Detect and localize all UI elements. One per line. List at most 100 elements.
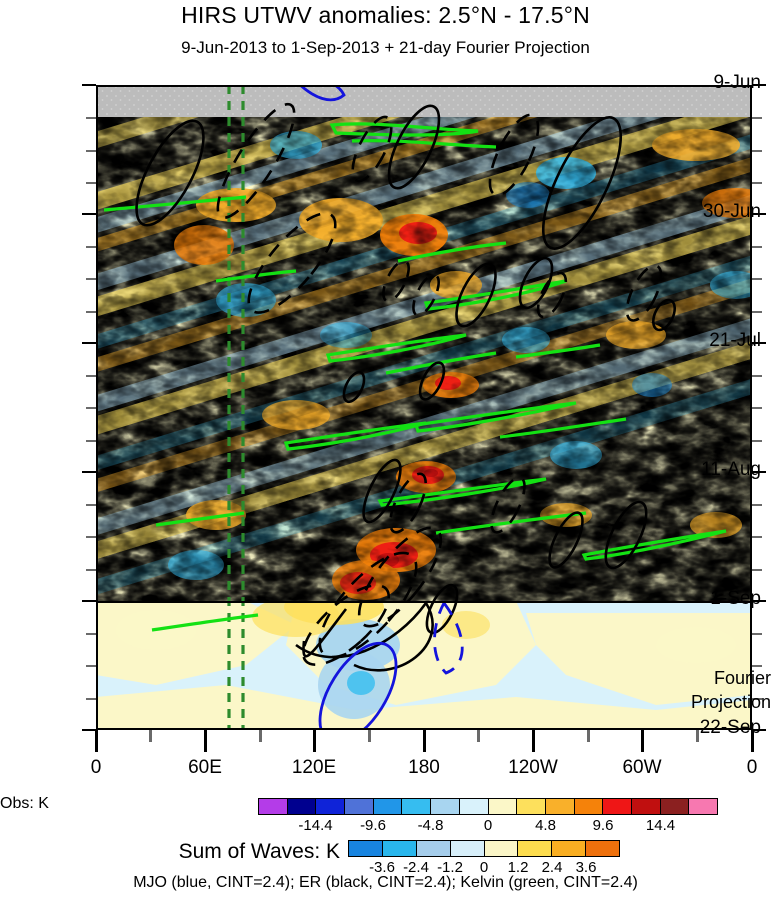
obs-swatch bbox=[659, 799, 689, 814]
y-tick-minor bbox=[752, 246, 762, 248]
x-tick-label-0: 0 bbox=[746, 757, 758, 778]
x-tick-minor bbox=[149, 730, 152, 742]
y-tick-minor bbox=[752, 504, 762, 506]
y-tick-minor bbox=[752, 407, 762, 409]
sum-of-waves-colorbar-title: Sum of Waves: K bbox=[178, 840, 340, 863]
fourier-projection-label-line1: Fourier bbox=[713, 668, 771, 688]
y-tick-label-22-sep: 22-Sep bbox=[699, 717, 761, 738]
sum_of_waves-swatch bbox=[517, 841, 552, 856]
y-tick-minor bbox=[86, 698, 96, 700]
observed-field bbox=[96, 85, 752, 601]
y-tick-minor bbox=[86, 665, 96, 667]
hovmoller-canvas bbox=[96, 85, 752, 730]
obs-swatch bbox=[259, 799, 287, 814]
y-tick-label-11-aug: 11-Aug bbox=[701, 459, 761, 480]
y-tick-major bbox=[752, 342, 766, 344]
x-tick-major bbox=[313, 730, 316, 752]
y-tick-minor bbox=[86, 633, 96, 635]
mjo-contours bbox=[298, 85, 464, 730]
obs-swatch bbox=[544, 799, 574, 814]
fourier-projection-label-line2: Projection bbox=[690, 692, 771, 712]
obs-colorbar-tick-label: -4.8 bbox=[417, 817, 444, 834]
y-tick-minor bbox=[86, 278, 96, 280]
y-tick-major bbox=[82, 729, 96, 731]
y-tick-major bbox=[752, 600, 766, 602]
sum_of_waves-colorbar-tick-label: -2.4 bbox=[403, 859, 429, 876]
y-tick-minor bbox=[752, 375, 762, 377]
x-tick-label-180: 180 bbox=[408, 757, 440, 778]
y-tick-minor bbox=[86, 375, 96, 377]
reference-longitude-lines bbox=[227, 85, 245, 730]
sum_of_waves-swatch bbox=[415, 841, 450, 856]
y-tick-label-30-jun: 30-Jun bbox=[702, 201, 761, 222]
y-tick-minor bbox=[86, 117, 96, 119]
y-tick-major bbox=[82, 84, 96, 86]
obs-colorbar-tick-label: -9.6 bbox=[360, 817, 386, 834]
y-tick-major bbox=[82, 600, 96, 602]
x-tick-label-60w: 60W bbox=[622, 757, 662, 778]
sum_of_waves-colorbar-tick-label: 3.6 bbox=[575, 859, 597, 876]
y-tick-minor bbox=[752, 117, 762, 119]
x-tick-minor bbox=[477, 730, 480, 742]
y-tick-major bbox=[82, 342, 96, 344]
sum_of_waves-swatch bbox=[551, 841, 586, 856]
obs-swatch bbox=[372, 799, 402, 814]
sum_of_waves-colorbar-tick-label: 2.4 bbox=[541, 859, 563, 876]
sum_of_waves-swatch bbox=[349, 841, 382, 856]
sum_of_waves-colorbar-tick-label: 1.2 bbox=[507, 859, 529, 876]
y-tick-minor bbox=[752, 150, 762, 152]
page-subtitle: 9-Jun-2013 to 1-Sep-2013 + 21-day Fourie… bbox=[181, 38, 590, 57]
y-tick-major bbox=[82, 471, 96, 473]
obs-swatch bbox=[344, 799, 373, 814]
obs-swatch bbox=[573, 799, 603, 814]
obs-colorbar[interactable]: -14.4 -9.6 -4.8 0 4.8 9.6 14.4 bbox=[258, 798, 718, 834]
page-title: HIRS UTWV anomalies: 2.5°N - 17.5°N bbox=[181, 2, 590, 28]
x-tick-label-0: 0 bbox=[90, 757, 102, 778]
y-tick-minor bbox=[86, 311, 96, 313]
y-tick-major bbox=[752, 84, 766, 86]
y-tick-minor bbox=[752, 665, 762, 667]
x-tick-minor bbox=[696, 730, 699, 742]
sum_of_waves-swatch bbox=[449, 841, 484, 856]
sum_of_waves-colorbar-tick-label: 0 bbox=[479, 859, 489, 876]
obs-swatch bbox=[430, 799, 459, 814]
obs-swatch bbox=[315, 799, 345, 814]
obs-swatch bbox=[458, 799, 488, 814]
y-tick-minor bbox=[86, 536, 96, 538]
x-tick-label-120w: 120W bbox=[508, 757, 558, 778]
hovmoller-plot[interactable] bbox=[96, 85, 752, 730]
y-tick-minor bbox=[752, 311, 762, 313]
obs-colorbar-tick-label: -14.4 bbox=[298, 817, 333, 834]
y-tick-label-9-jun: 9-Jun bbox=[713, 72, 761, 93]
sum_of_waves-swatch bbox=[585, 841, 619, 856]
obs-colorbar-title: Obs: K bbox=[0, 795, 49, 812]
x-tick-minor bbox=[368, 730, 371, 742]
x-tick-major bbox=[95, 730, 98, 752]
x-tick-major bbox=[641, 730, 644, 752]
x-tick-label-120e: 120E bbox=[291, 757, 337, 778]
x-tick-major bbox=[532, 730, 535, 752]
y-tick-minor bbox=[752, 569, 762, 571]
obs-colorbar-tick-label: 9.6 bbox=[592, 817, 614, 834]
y-tick-label-21-jul: 21-Jul bbox=[709, 330, 761, 351]
missing-data-band bbox=[96, 85, 752, 117]
y-tick-minor bbox=[752, 182, 762, 184]
obs-swatch bbox=[630, 799, 660, 814]
obs-swatch bbox=[602, 799, 631, 814]
obs-swatch bbox=[401, 799, 431, 814]
y-tick-minor bbox=[752, 633, 762, 635]
obs-swatch bbox=[516, 799, 545, 814]
sum_of_waves-swatch bbox=[381, 841, 416, 856]
kelvin-contours bbox=[103, 122, 727, 632]
obs-swatch bbox=[286, 799, 316, 814]
sum_of_waves-colorbar-strip bbox=[348, 840, 620, 857]
sum-of-waves-colorbar[interactable]: -3.6 -2.4 -1.2 0 1.2 2.4 3.6 bbox=[348, 840, 620, 876]
obs-colorbar-tick-label: 4.8 bbox=[535, 817, 556, 834]
y-tick-major bbox=[752, 729, 766, 731]
analysis-forecast-divider bbox=[96, 601, 752, 603]
sum_of_waves-colorbar-tick-label: -3.6 bbox=[369, 859, 395, 876]
y-tick-minor bbox=[752, 440, 762, 442]
sum_of_waves-swatch bbox=[483, 841, 518, 856]
obs-swatch bbox=[688, 799, 717, 814]
y-tick-major bbox=[752, 471, 766, 473]
